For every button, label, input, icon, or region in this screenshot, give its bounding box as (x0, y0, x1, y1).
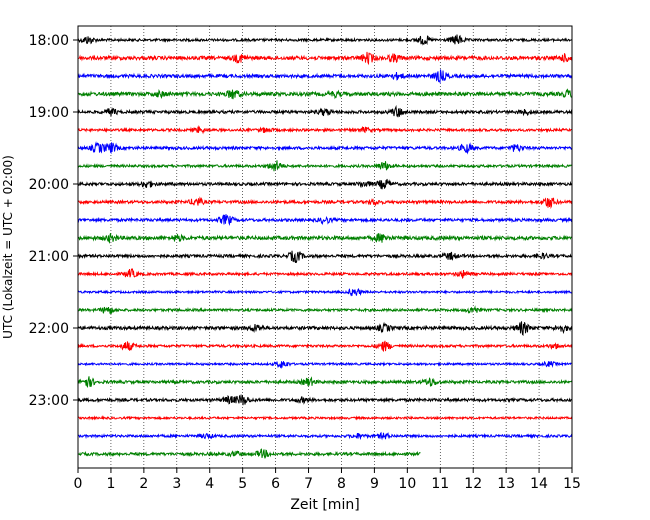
trace-2000 (77, 178, 573, 190)
trace-2145 (77, 305, 573, 315)
trace-2130 (77, 287, 573, 297)
trace-1915 (77, 124, 573, 135)
trace-1800 (77, 34, 573, 46)
x-axis-label: Zeit [min] (290, 497, 359, 513)
trace-2045 (77, 232, 573, 244)
y-axis-ticks: 18:00 19:00 20:00 21:00 22:00 23:00 (29, 33, 78, 409)
trace-2345 (77, 448, 421, 459)
trace-1945 (77, 160, 573, 172)
trace-2215 (77, 340, 573, 353)
x-tick-label: 11 (431, 476, 449, 492)
x-tick-label: 12 (464, 476, 482, 492)
x-tick-label: 9 (370, 476, 379, 492)
y-tick-label: 23:00 (29, 393, 69, 409)
trace-2330 (77, 431, 573, 441)
grid-lines (110, 26, 540, 468)
x-axis-ticks: 0 1 2 3 4 5 6 7 8 9 10 11 12 13 14 15 (74, 468, 581, 492)
trace-2300 (77, 394, 573, 406)
y-tick-label: 19:00 (29, 105, 69, 121)
trace-2230 (77, 360, 573, 369)
trace-2200 (77, 321, 573, 337)
trace-2015 (77, 196, 573, 210)
x-tick-label: 8 (337, 476, 346, 492)
x-tick-label: 13 (497, 476, 515, 492)
x-tick-label: 7 (304, 476, 313, 492)
trace-1930 (77, 141, 573, 155)
trace-1845 (77, 88, 573, 100)
x-tick-label: 5 (238, 476, 247, 492)
x-tick-label: 0 (74, 476, 83, 492)
y-tick-label: 22:00 (29, 321, 69, 337)
x-tick-label: 10 (398, 476, 416, 492)
x-tick-label: 14 (530, 476, 548, 492)
y-axis-label: UTC (Lokalzeit = UTC + 02:00) (1, 155, 15, 339)
x-tick-label: 3 (172, 476, 181, 492)
x-tick-label: 6 (271, 476, 280, 492)
y-tick-label: 21:00 (29, 249, 69, 265)
trace-1830 (77, 69, 573, 85)
trace-2115 (77, 268, 573, 280)
trace-2245 (77, 376, 573, 389)
trace-1815 (77, 51, 573, 66)
trace-2030 (77, 214, 573, 227)
x-tick-label: 2 (139, 476, 148, 492)
y-tick-label: 18:00 (29, 33, 69, 49)
plot-frame (77, 25, 573, 469)
seismogram-traces (77, 34, 573, 459)
trace-1900 (77, 104, 573, 118)
x-tick-label: 1 (106, 476, 115, 492)
trace-2315 (77, 415, 573, 421)
x-tick-label: 15 (563, 476, 581, 492)
trace-2100 (77, 250, 573, 264)
y-tick-label: 20:00 (29, 177, 69, 193)
x-tick-label: 4 (205, 476, 214, 492)
